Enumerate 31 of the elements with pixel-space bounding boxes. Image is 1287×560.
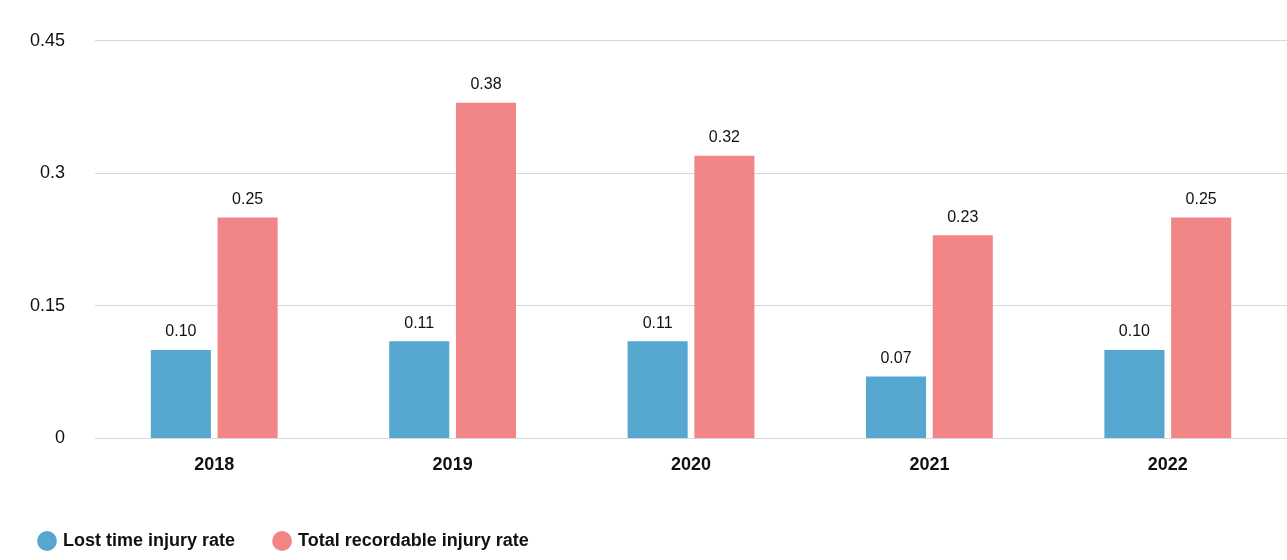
bar: [932, 235, 993, 438]
x-tick-label: 2018: [194, 454, 235, 475]
data-label: 0.10: [1118, 322, 1151, 340]
data-label: 0.38: [470, 75, 502, 93]
x-tick-label: 2019: [432, 454, 473, 475]
data-label: 0.23: [947, 207, 979, 225]
bar: [627, 341, 688, 438]
data-label: 0.32: [708, 128, 741, 146]
data-label: 0.11: [404, 313, 435, 331]
data-label: 0.10: [165, 322, 197, 340]
bar: [694, 155, 755, 438]
bar: [1104, 350, 1165, 438]
bar: [150, 350, 211, 438]
x-tick-label: 2021: [909, 454, 950, 475]
x-tick-label: 2020: [670, 454, 712, 475]
y-tick-label: 0.45: [29, 29, 66, 50]
bar: [389, 341, 450, 438]
data-label: 0.07: [880, 348, 912, 366]
y-tick-label: 0.15: [29, 294, 66, 315]
legend-label: Total recordable injury rate: [298, 529, 529, 550]
bar: [217, 217, 278, 438]
bar: [455, 102, 517, 438]
x-tick-label: 2022: [1147, 454, 1188, 475]
bar: [1171, 217, 1232, 438]
y-tick-label: 0.3: [40, 162, 66, 183]
data-label: 0.25: [1185, 189, 1217, 207]
data-label: 0.25: [232, 189, 264, 207]
data-label: 0.11: [642, 313, 673, 331]
y-tick-label: 0: [55, 427, 66, 448]
legend-label: Lost time injury rate: [63, 529, 236, 550]
bar: [866, 376, 927, 438]
